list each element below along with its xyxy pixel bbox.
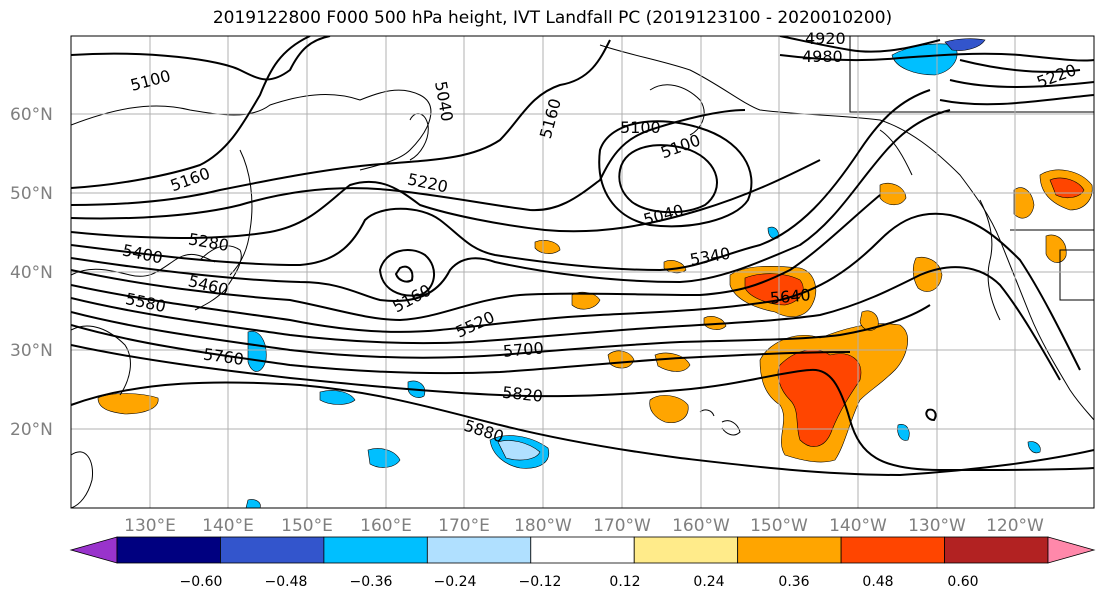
colorbar-bin (220, 536, 325, 564)
contour-label: 5100 (620, 118, 661, 137)
lon-label: 160°E (360, 516, 412, 536)
ivt-positive-region (703, 316, 727, 330)
contour-label: 5880 (462, 416, 507, 447)
contour-label: 5700 (502, 338, 544, 360)
graticule (71, 36, 1094, 508)
lon-label: 120°W (986, 516, 1044, 536)
colorbar-bin (737, 536, 842, 564)
ivt-positive-region (534, 240, 561, 254)
ivt-positive-region (607, 350, 635, 369)
colorbar-tick-label: 0.60 (947, 574, 978, 590)
contour-label: 4980 (802, 47, 843, 66)
ivt-negative-region (1027, 441, 1041, 454)
contour-label: 4920 (805, 29, 846, 48)
ivt-positive-region (1045, 234, 1067, 263)
lon-label: 150°W (750, 516, 808, 536)
longitude-labels: 130°E 140°E 150°E 160°E 170°E 180°W 170°… (124, 516, 1044, 536)
ivt-negative-region (319, 390, 356, 405)
contour-label: 5280 (187, 229, 230, 255)
colorbar-bin (633, 536, 739, 564)
lon-label: 130°E (124, 516, 176, 536)
colorbar-tick-labels: −0.60 −0.48 −0.36 −0.24 −0.12 0.12 0.24 … (180, 574, 979, 590)
colorbar-bin (426, 536, 532, 564)
ivt-positive-region (879, 182, 907, 206)
lon-label: 160°W (672, 516, 730, 536)
coastlines (71, 36, 1094, 508)
map-title: 2019122800 F000 500 hPa height, IVT Land… (212, 8, 893, 28)
contour-label: 5160 (536, 96, 565, 140)
colorbar-bin (116, 536, 221, 564)
ivt-positive-region (777, 349, 862, 447)
contour-label: 5460 (186, 271, 230, 299)
ivt-positive-region (654, 352, 691, 372)
lon-label: 130°W (908, 516, 966, 536)
contour-label: 5580 (124, 289, 168, 316)
lat-label: 20°N (10, 420, 53, 440)
ivt-negative-region (367, 448, 401, 468)
ivt-negative-region (247, 330, 267, 372)
contour-label: 5160 (389, 281, 434, 317)
ivt-positive-region (571, 291, 601, 310)
contour-label: 5400 (121, 240, 165, 267)
lon-label: 140°W (829, 516, 887, 536)
colorbar (69, 536, 1096, 564)
ivt-positive-region (649, 395, 689, 423)
contour-label: 5760 (202, 344, 245, 368)
lon-label: 150°E (281, 516, 333, 536)
contour-label: 5040 (431, 80, 457, 123)
contour-label: 5520 (453, 307, 498, 341)
lon-label: 170°W (593, 516, 651, 536)
colorbar-bin (944, 536, 1049, 564)
colorbar-bin (530, 536, 635, 564)
contour-label: 5040 (641, 200, 685, 229)
lat-label: 50°N (10, 184, 53, 204)
ivt-negative-region (497, 440, 541, 461)
colorbar-tick-label: −0.36 (350, 574, 393, 590)
lon-label: 170°E (438, 516, 490, 536)
colorbar-tick-label: −0.60 (180, 574, 223, 590)
contour-label: 5820 (501, 383, 543, 406)
ivt-negative-region (897, 424, 910, 441)
colorbar-tick-label: −0.12 (519, 574, 562, 590)
height-contours (71, 36, 1094, 477)
lat-label: 40°N (10, 263, 53, 283)
ivt-negative-region (245, 499, 261, 508)
colorbar-tick-label: −0.24 (434, 574, 477, 590)
ivt-positive-region (912, 256, 943, 292)
colorbar-tick-label: 0.48 (862, 574, 893, 590)
contour-label: 5100 (658, 130, 703, 162)
lon-label: 180°W (514, 516, 572, 536)
contour-label: 5340 (688, 244, 731, 270)
contour-label: 5640 (769, 285, 811, 307)
contour-label: 5160 (168, 164, 213, 196)
colorbar-tick-label: 0.24 (693, 574, 724, 590)
colorbar-extension-low (69, 536, 118, 564)
colorbar-tick-label: 0.12 (609, 574, 640, 590)
colorbar-extension-high (1047, 536, 1096, 564)
lat-label: 30°N (10, 341, 53, 361)
map-frame (70, 35, 1095, 509)
lat-label: 60°N (10, 105, 53, 125)
ivt-positive-region (1013, 187, 1035, 219)
contour-label: 5220 (1034, 60, 1079, 92)
latitude-labels: 60°N 50°N 40°N 30°N 20°N (10, 105, 53, 440)
colorbar-tick-label: 0.36 (778, 574, 809, 590)
lon-label: 140°E (202, 516, 254, 536)
colorbar-bin (323, 536, 428, 564)
ivt-positive-region (97, 393, 159, 415)
ivt-shading (97, 38, 1093, 508)
ivt-negative-region (944, 38, 986, 51)
colorbar-tick-label: −0.48 (265, 574, 308, 590)
ivt-negative-region (767, 226, 779, 239)
colorbar-bin (840, 536, 945, 564)
